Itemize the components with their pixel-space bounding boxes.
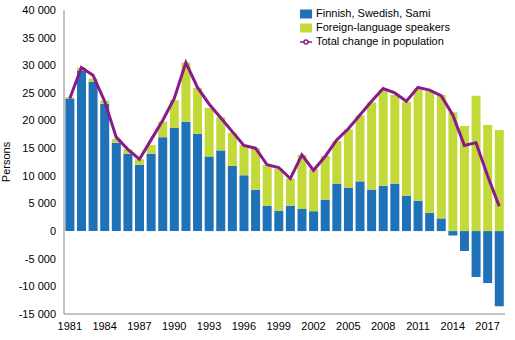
svg-text:1993: 1993 <box>197 320 221 332</box>
svg-text:5 000: 5 000 <box>28 197 56 209</box>
svg-text:35 000: 35 000 <box>22 32 56 44</box>
html-text:Foreign-language speakers: Foreign-language speakers <box>316 21 450 34</box>
svg-text:2011: 2011 <box>406 320 430 332</box>
svg-text:1999: 1999 <box>266 320 290 332</box>
svg-text:0: 0 <box>50 225 56 237</box>
svg-text:1990: 1990 <box>162 320 186 332</box>
svg-text:-5 000: -5 000 <box>25 253 56 265</box>
svg-text:2008: 2008 <box>371 320 395 332</box>
svg-text:Persons: Persons <box>8 141 12 182</box>
svg-text:-10 000: -10 000 <box>19 280 56 292</box>
svg-text:1996: 1996 <box>232 320 256 332</box>
svg-text:2014: 2014 <box>441 320 465 332</box>
svg-text:2005: 2005 <box>336 320 360 332</box>
svg-text:2017: 2017 <box>475 320 499 332</box>
svg-text:15 000: 15 000 <box>22 142 56 154</box>
svg-text:20 000: 20 000 <box>22 114 56 126</box>
svg-text:-15 000: -15 000 <box>19 308 56 320</box>
svg-text:25 000: 25 000 <box>22 87 56 99</box>
html-text:Total change in population: Total change in population <box>316 35 444 48</box>
svg-text:40 000: 40 000 <box>22 4 56 16</box>
html-text:Finnish, Swedish, Sami: Finnish, Swedish, Sami <box>316 7 431 19</box>
svg-text:2002: 2002 <box>301 320 325 332</box>
svg-text:1987: 1987 <box>127 320 151 332</box>
svg-text:1984: 1984 <box>92 320 116 332</box>
svg-text:1981: 1981 <box>58 320 82 332</box>
svg-text:10 000: 10 000 <box>22 170 56 182</box>
svg-text:30 000: 30 000 <box>22 59 56 71</box>
